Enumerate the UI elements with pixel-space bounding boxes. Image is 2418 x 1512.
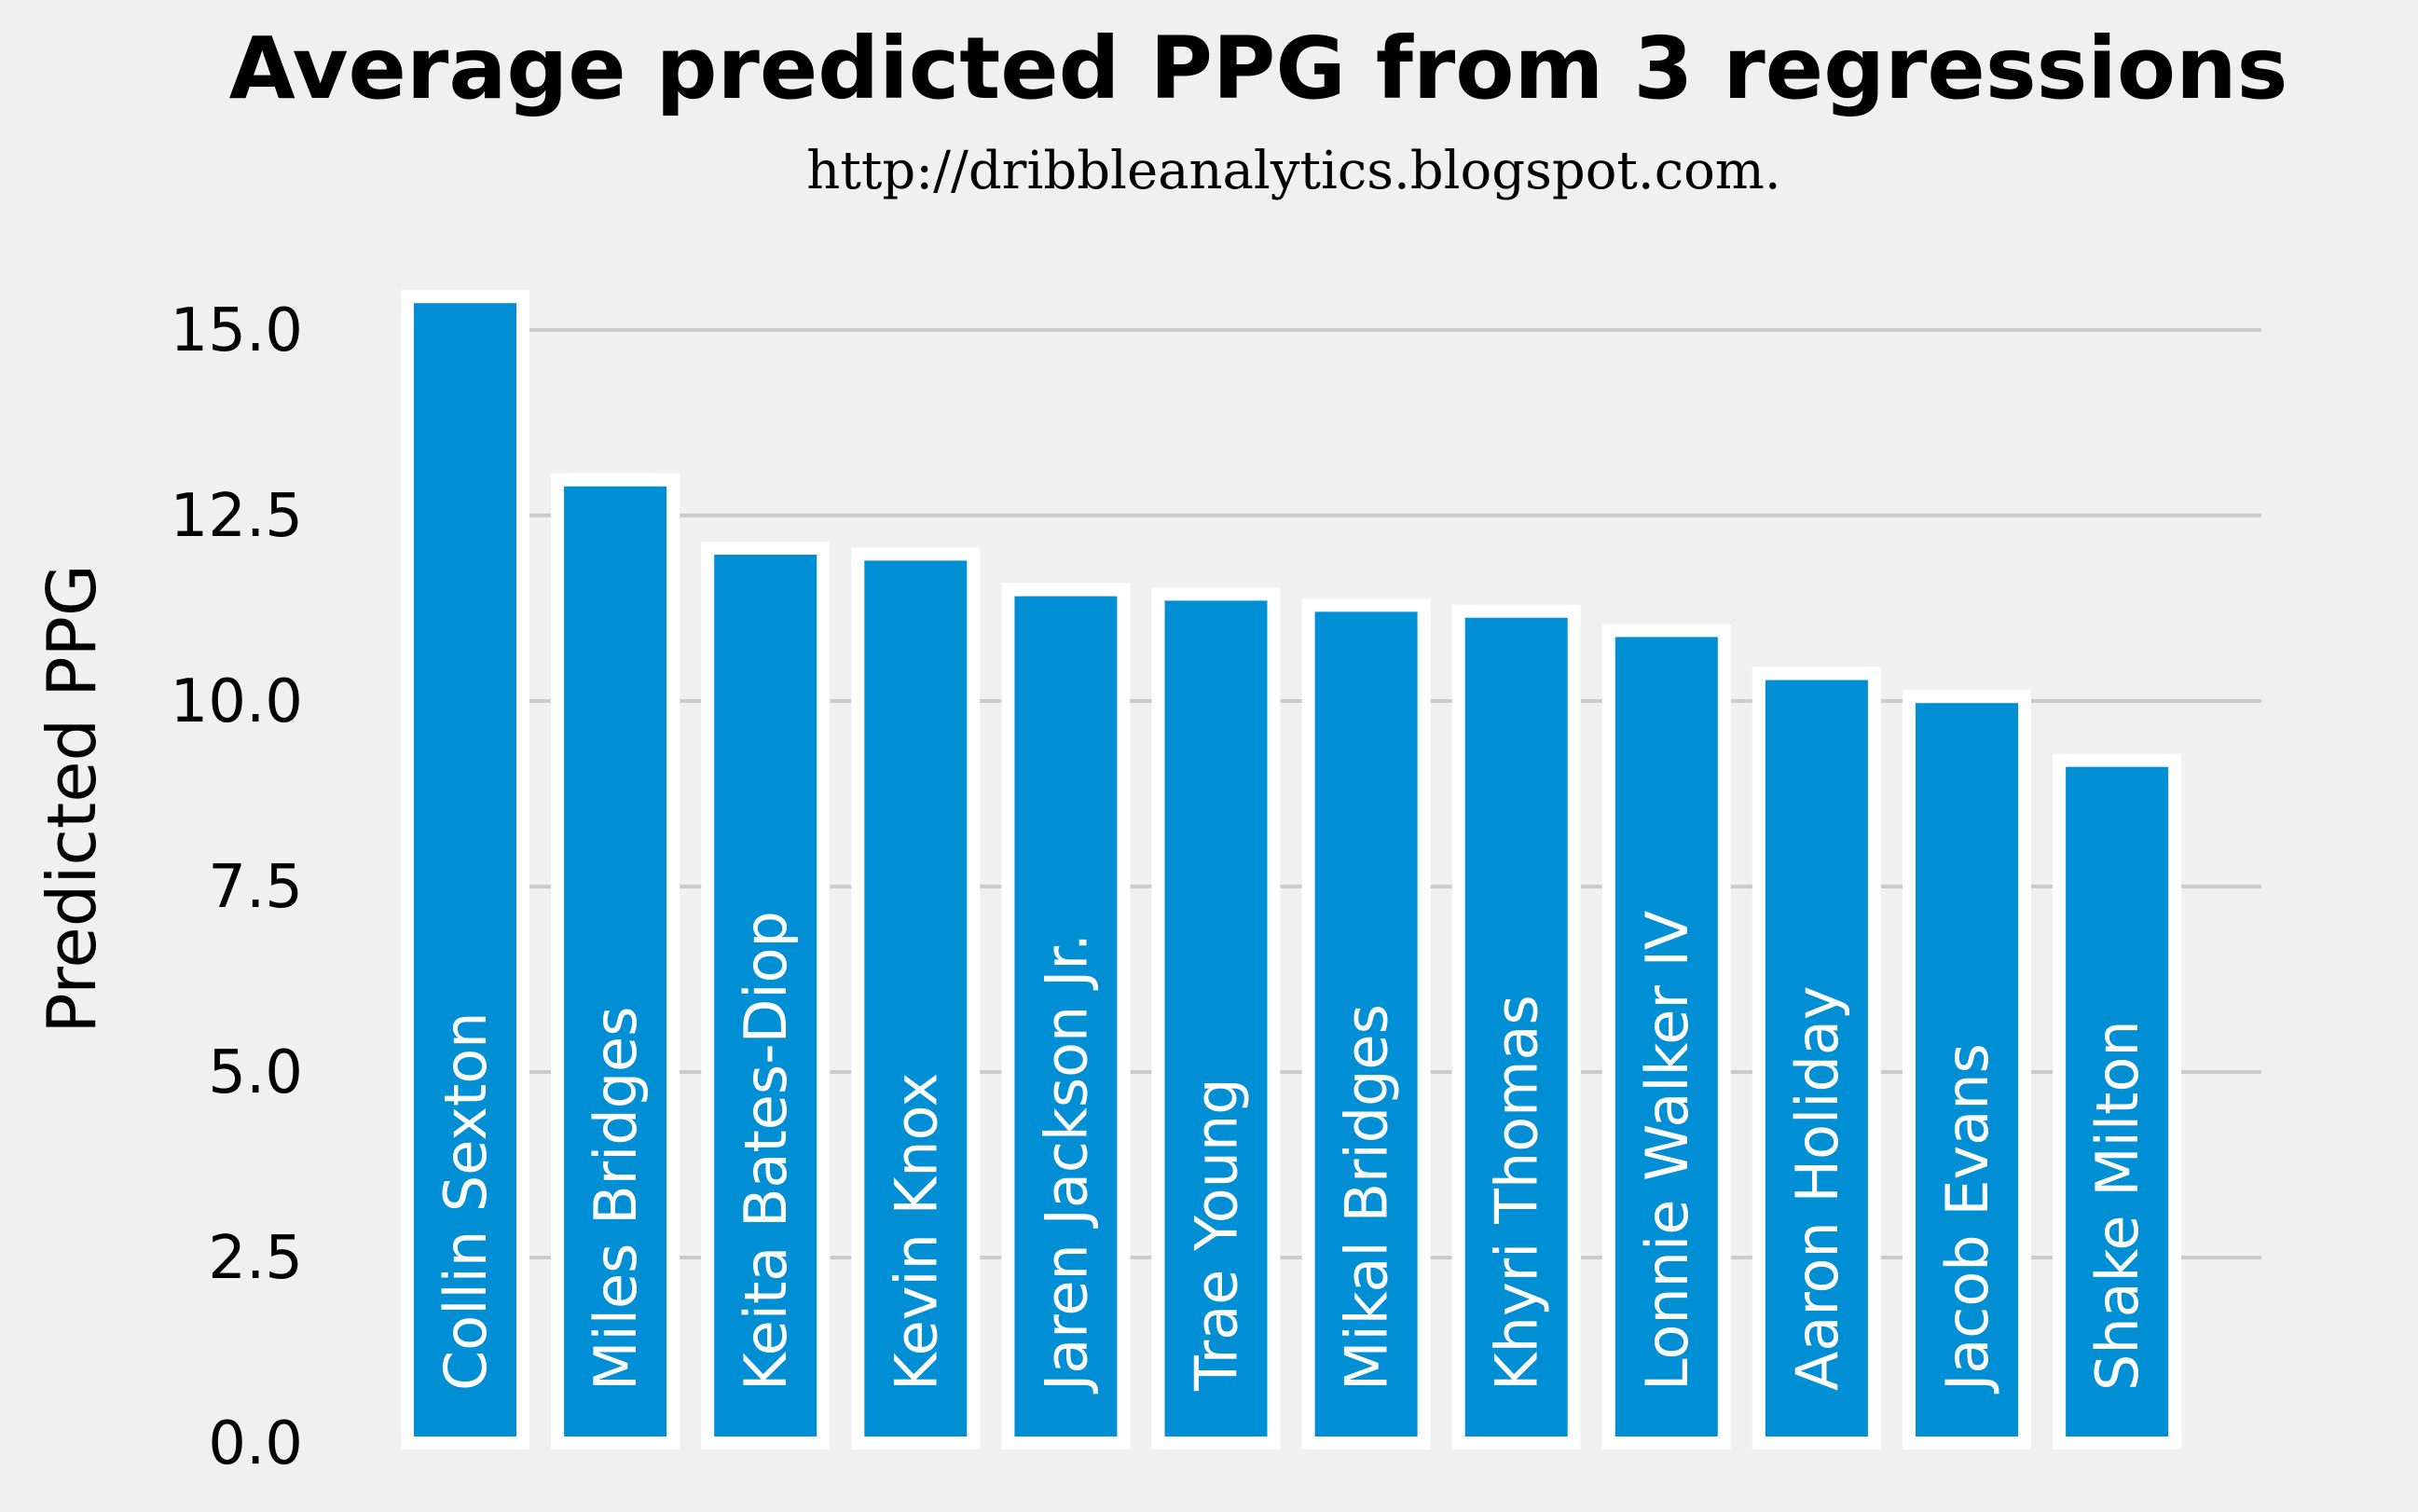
chart-subtitle: http://dribbleanalytics.blogspot.com. xyxy=(806,141,1780,201)
y-tick-label: 10.0 xyxy=(171,667,304,736)
bar xyxy=(1752,667,1881,1450)
bar xyxy=(1601,624,1731,1450)
y-axis-ticks: 0.0 2.5 5.0 7.5 10.0 12.5 15.0 xyxy=(171,296,304,1478)
bar-category-label: Trae Young xyxy=(1183,1078,1251,1392)
bar-category-label: Lonnie Walker IV xyxy=(1633,911,1701,1391)
bar xyxy=(1151,587,1281,1450)
bar-category-label: Keita Bates-Diop xyxy=(732,911,800,1391)
bar xyxy=(401,290,529,1450)
bar xyxy=(2053,753,2182,1450)
y-axis-label: Predicted PPG xyxy=(33,564,111,1034)
bar xyxy=(1903,690,2031,1450)
bar xyxy=(1451,604,1581,1450)
bar xyxy=(851,547,981,1450)
bar-category-label: Jacob Evans xyxy=(1933,1043,2001,1395)
bar-category-label: Kevin Knox xyxy=(882,1073,950,1391)
bar-labels: Collin Sexton Miles Bridges Keita Bates-Di… xyxy=(432,911,2151,1395)
bar-category-label: Khyri Thomas xyxy=(1483,995,1551,1391)
bar-category-label: Shake Milton xyxy=(2083,1020,2151,1391)
y-tick-label: 5.0 xyxy=(208,1038,303,1107)
bar xyxy=(701,542,831,1450)
bar-category-label: Aaron Holiday xyxy=(1783,985,1851,1391)
y-tick-label: 2.5 xyxy=(208,1224,303,1293)
y-tick-label: 12.5 xyxy=(171,482,304,551)
bar-category-label: Collin Sexton xyxy=(432,1011,500,1391)
bar xyxy=(551,473,680,1450)
y-tick-label: 7.5 xyxy=(208,853,303,922)
y-tick-label: 15.0 xyxy=(171,296,304,365)
chart-title: Average predicted PPG from 3 regressions xyxy=(229,19,2288,118)
bar xyxy=(1001,583,1131,1450)
bar-category-label: Mikal Bridges xyxy=(1333,1004,1401,1391)
y-tick-label: 0.0 xyxy=(208,1409,303,1478)
bar-category-label: Miles Bridges xyxy=(582,1006,650,1391)
bars xyxy=(401,290,2182,1450)
bar xyxy=(1301,598,1431,1450)
bar-category-label: Jaren Jackson Jr. xyxy=(1032,933,1100,1395)
